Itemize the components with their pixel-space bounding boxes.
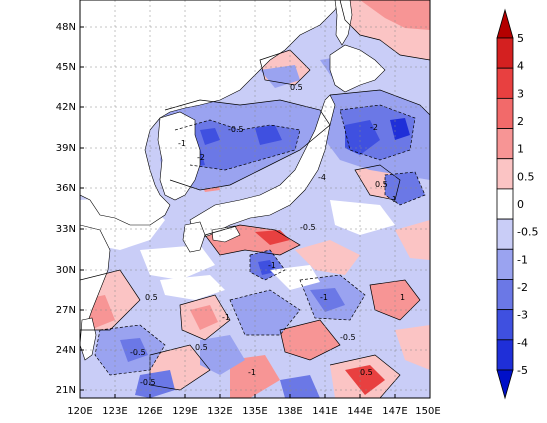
- colorbar-cell: [496, 248, 514, 280]
- contour-label: -0.5: [140, 378, 156, 387]
- shikoku-island: [211, 225, 241, 243]
- lon-tick-label: 120E: [67, 406, 92, 417]
- lat-tick-label: 39N: [56, 143, 76, 154]
- lat-tick-label: 45N: [56, 62, 76, 73]
- lat-tick-label: 42N: [56, 102, 76, 113]
- lat-tick-label: 30N: [56, 265, 76, 276]
- colorbar-label: -3: [517, 309, 528, 322]
- latitude-axis: 21N 24N 27N 30N 33N 36N 39N 42N 45N 48N: [56, 22, 84, 396]
- honshu-island: [189, 94, 336, 241]
- asia-mainland: [80, 0, 341, 226]
- lat-tick-label: 33N: [56, 224, 76, 235]
- longitude-axis: 120E 123E 126E 129E 132E 135E 138E 141E …: [67, 394, 441, 417]
- colorbar-cell: [496, 37, 514, 69]
- contour-label: 0.5: [375, 180, 388, 189]
- contour-label: -0.5: [340, 333, 356, 342]
- lat-tick-label: 36N: [56, 183, 76, 194]
- colorbar-label: 0: [517, 198, 524, 211]
- colorbar-label: 3: [517, 87, 524, 100]
- colorbar-cells: [496, 8, 514, 400]
- colorbar-cell: [496, 309, 514, 341]
- colorbar-cell: [496, 97, 514, 129]
- contour-label: -0.5: [228, 125, 244, 134]
- colorbar-label: -0.5: [517, 226, 538, 239]
- contour-label: -1: [248, 368, 256, 377]
- lon-tick-label: 150E: [415, 406, 440, 417]
- colorbar-cell: [496, 218, 514, 250]
- korean-peninsula: [157, 111, 201, 201]
- contour-label: -1: [268, 261, 276, 270]
- colorbar-label: 5: [517, 32, 524, 45]
- lat-tick-label: 48N: [56, 22, 76, 33]
- colorbar-cell: [496, 279, 514, 311]
- colorbar: 5 4 3 2 1 0.5 0 -0.5 -1 -2 -3 -4 -5: [496, 8, 538, 400]
- colorbar-top-extension: [496, 8, 514, 39]
- contour-label: -2: [370, 123, 378, 132]
- contour-label: 0.5: [195, 343, 208, 352]
- colorbar-cell: [496, 128, 514, 160]
- land-masses: [80, 0, 386, 361]
- contour-label: 0.5: [360, 368, 373, 377]
- colorbar-label: 0.5: [517, 170, 535, 183]
- lon-tick-label: 147E: [382, 406, 407, 417]
- sakhalin-island: [334, 0, 353, 46]
- colorbar-cell: [496, 67, 514, 99]
- contour-label: 0.5: [290, 83, 303, 92]
- contour-label: -1: [178, 139, 186, 148]
- contour-label: -0.5: [300, 223, 316, 232]
- contour-label: 0.5: [145, 293, 158, 302]
- colorbar-label: 1: [517, 143, 524, 156]
- lon-tick-label: 141E: [312, 406, 337, 417]
- colorbar-label: -2: [517, 281, 528, 294]
- colorbar-label: 4: [517, 60, 524, 73]
- kyushu-island: [182, 221, 206, 253]
- colorbar-label: -5: [517, 364, 528, 377]
- contour-label: 1: [392, 195, 397, 204]
- contour-label: -4: [318, 173, 326, 182]
- gridlines: [80, 0, 430, 398]
- map-plot-area: -0.5 -1 -2 -4 0.5 1 -0.5 -1 0.5 -2 1 -1 …: [80, 0, 430, 398]
- colorbar-cell: [496, 188, 514, 220]
- lon-tick-label: 138E: [277, 406, 302, 417]
- contour-label: -0.5: [130, 348, 146, 357]
- lon-tick-label: 129E: [172, 406, 197, 417]
- contour-label-group: -0.5 -1 -2 -4 0.5 1 -0.5 -1 0.5 -2 1 -1 …: [130, 83, 405, 387]
- lon-tick-label: 123E: [102, 406, 127, 417]
- hokkaido-island: [329, 44, 386, 93]
- lon-tick-label: 144E: [347, 406, 372, 417]
- colorbar-cell: [496, 158, 514, 190]
- colorbar-labels: 5 4 3 2 1 0.5 0 -0.5 -1 -2 -3 -4 -5: [517, 32, 538, 377]
- contour-label: -1: [320, 293, 328, 302]
- colorbar-cell: [496, 339, 514, 371]
- contour-label: -1: [222, 313, 230, 322]
- lon-tick-label: 135E: [242, 406, 267, 417]
- contour-label: -2: [197, 153, 205, 162]
- lat-tick-label: 21N: [56, 385, 76, 396]
- lat-tick-label: 27N: [56, 305, 76, 316]
- colorbar-label: 2: [517, 115, 524, 128]
- lon-tick-label: 132E: [207, 406, 232, 417]
- colorbar-bottom-extension: [496, 369, 514, 400]
- colorbar-label: -1: [517, 253, 528, 266]
- lon-tick-label: 126E: [137, 406, 162, 417]
- lat-tick-label: 24N: [56, 345, 76, 356]
- contour-label: 1: [400, 293, 405, 302]
- colorbar-label: -4: [517, 336, 528, 349]
